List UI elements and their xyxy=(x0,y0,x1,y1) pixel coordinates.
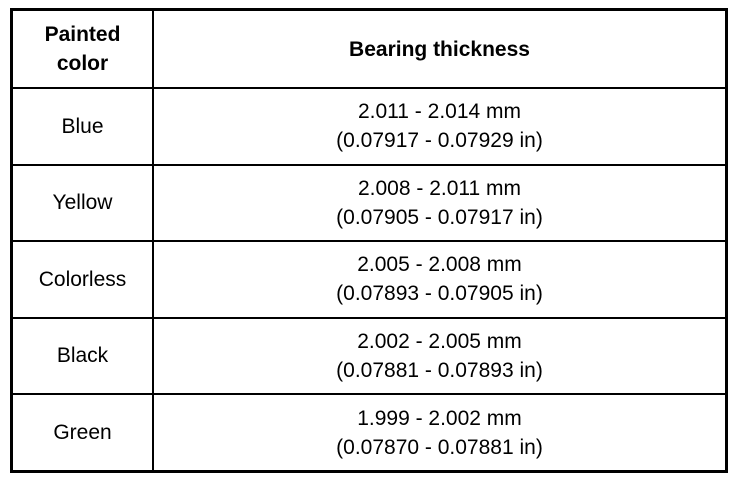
cell-line: Bearing thickness xyxy=(349,37,530,61)
table-body: Blue 2.011 - 2.014 mm (0.07917 - 0.07929 i… xyxy=(10,87,728,473)
cell-line: 1.999 - 2.002 mm xyxy=(357,406,522,430)
cell-line: Green xyxy=(53,421,112,445)
table-cell: Colorless xyxy=(10,240,154,319)
cell-line: 2.005 - 2.008 mm xyxy=(357,253,522,277)
cell-line: 2.008 - 2.011 mm xyxy=(357,176,522,200)
cell-line: (0.07881 - 0.07893 in) xyxy=(336,358,543,382)
cell-line: (0.07870 - 0.07881 in) xyxy=(336,435,543,459)
table-cell: Black xyxy=(10,316,154,396)
table-row: Blue 2.011 - 2.014 mm (0.07917 - 0.07929 i… xyxy=(10,87,728,166)
table-row: Colorless 2.005 - 2.008 mm (0.07893 - 0.07… xyxy=(10,240,728,319)
cell-line: Colorless xyxy=(38,267,127,291)
table-header: Painted color Bearing thickness xyxy=(10,8,728,89)
table-cell: Blue xyxy=(10,87,154,166)
table-cell: 2.005 - 2.008 mm (0.07893 - 0.07905 in) xyxy=(152,240,728,319)
cell-line: (0.07917 - 0.07929 in) xyxy=(336,129,543,153)
table-cell: Yellow xyxy=(10,163,154,243)
table-cell: 1.999 - 2.002 mm (0.07870 - 0.07881 in) xyxy=(152,393,728,473)
table-row: Yellow 2.008 - 2.011 mm (0.07905 - 0.07917… xyxy=(10,163,728,243)
cell-line: Blue xyxy=(61,114,104,138)
cell-line: 2.011 - 2.014 mm xyxy=(357,100,522,124)
cell-line: (0.07893 - 0.07905 in) xyxy=(336,282,543,306)
cell-line: Painted xyxy=(44,23,121,46)
cell-line: 2.002 - 2.005 mm xyxy=(357,329,522,353)
cell-line: Black xyxy=(56,344,109,368)
cell-line: color xyxy=(56,52,109,75)
cell-line: Yellow xyxy=(52,191,113,215)
header-row: Painted color Bearing thickness xyxy=(10,8,728,89)
cell-line: (0.07905 - 0.07917 in) xyxy=(336,205,543,229)
table-cell: Green xyxy=(10,393,154,473)
table-row: Green 1.999 - 2.002 mm (0.07870 - 0.07881 … xyxy=(10,393,728,473)
table-row: Black 2.002 - 2.005 mm (0.07881 - 0.07893 … xyxy=(10,316,728,396)
header-cell: Bearing thickness xyxy=(152,8,728,89)
table-cell: 2.011 - 2.014 mm (0.07917 - 0.07929 in) xyxy=(152,87,728,166)
bearing-table: Painted color Bearing thickness Blue 2.011 … xyxy=(10,8,728,473)
table-cell: 2.002 - 2.005 mm (0.07881 - 0.07893 in) xyxy=(152,316,728,396)
table-cell: 2.008 - 2.011 mm (0.07905 - 0.07917 in) xyxy=(152,163,728,243)
header-cell: Painted color xyxy=(10,8,154,89)
